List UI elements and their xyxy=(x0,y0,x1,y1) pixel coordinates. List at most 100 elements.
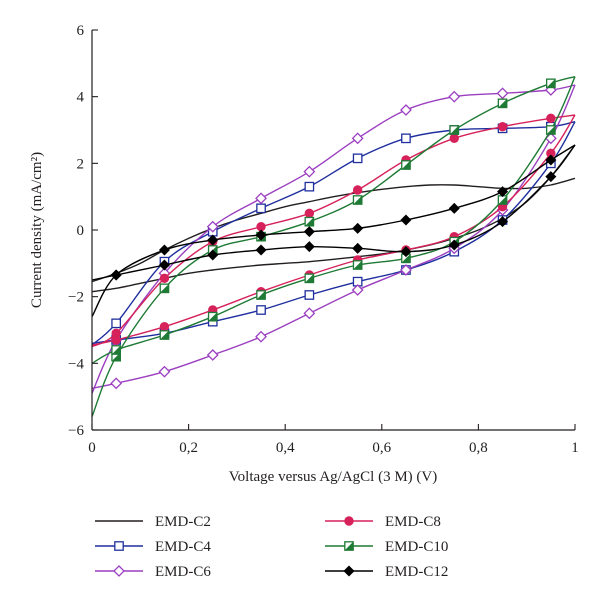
y-tick-label: −2 xyxy=(68,290,84,306)
legend-item: EMD-C8 xyxy=(325,514,441,530)
legend-marker xyxy=(344,541,354,551)
series-emd-c12 xyxy=(91,144,576,318)
data-point xyxy=(110,269,122,281)
data-point xyxy=(545,154,557,166)
data-point xyxy=(448,239,460,251)
data-point xyxy=(351,132,364,145)
series-line-emd-c12-forward xyxy=(91,144,576,318)
data-point xyxy=(352,153,363,164)
data-point xyxy=(111,345,121,355)
series-line-emd-c2-reverse xyxy=(91,144,576,293)
data-point xyxy=(159,283,170,294)
legend-label: EMD-C6 xyxy=(155,564,211,580)
series-line-emd-c2-forward xyxy=(91,177,576,283)
x-tick-label: 0,2 xyxy=(179,440,198,456)
legend-item: EMD-C10 xyxy=(325,539,448,555)
x-axis-label: Voltage versus Ag/AgCl (3 M) (V) xyxy=(229,469,437,485)
data-point xyxy=(159,273,170,284)
data-point xyxy=(401,160,411,170)
data-point xyxy=(255,330,267,343)
data-point xyxy=(256,203,266,214)
x-tick-label: 0 xyxy=(88,440,96,456)
data-point xyxy=(303,241,315,253)
x-tick-label: 1 xyxy=(571,440,579,456)
legend: EMD-C2 EMD-C4 EMD-C6 EMD-C8 EMD-C10 EMD-C12 xyxy=(95,514,448,580)
data-point xyxy=(352,195,363,205)
data-point xyxy=(400,104,412,116)
data-point xyxy=(352,260,363,270)
data-point xyxy=(448,90,461,103)
series-emd-c2 xyxy=(91,144,576,293)
data-point xyxy=(449,125,460,135)
data-point xyxy=(304,216,315,227)
legend-item: EMD-C4 xyxy=(95,539,211,555)
data-point xyxy=(400,246,412,258)
data-point xyxy=(158,365,171,378)
data-point xyxy=(546,125,556,135)
legend-item: EMD-C2 xyxy=(95,514,211,530)
legend-label: EMD-C2 xyxy=(155,514,211,530)
data-point xyxy=(401,133,411,144)
data-point xyxy=(158,244,170,256)
data-point xyxy=(256,290,266,300)
data-point xyxy=(303,165,316,178)
data-point xyxy=(545,171,557,183)
y-tick-label: −6 xyxy=(68,423,84,439)
data-point xyxy=(159,321,170,332)
data-point xyxy=(255,192,267,205)
data-point xyxy=(159,330,170,340)
data-point xyxy=(400,214,412,226)
y-tick-label: −4 xyxy=(68,356,84,372)
data-point xyxy=(111,318,121,329)
y-tick-label: 0 xyxy=(77,223,85,239)
data-point xyxy=(352,185,363,195)
data-point xyxy=(546,78,556,89)
series-emd-c6 xyxy=(91,84,576,394)
legend-label: EMD-C8 xyxy=(385,514,441,530)
data-point xyxy=(304,290,315,300)
legend-item: EMD-C6 xyxy=(95,564,211,580)
legend-label: EMD-C10 xyxy=(385,539,448,555)
data-point xyxy=(497,121,508,132)
legend-marker xyxy=(344,516,354,526)
x-tick-label: 0,8 xyxy=(469,440,488,456)
data-point xyxy=(207,249,219,261)
data-point xyxy=(546,113,556,124)
data-point xyxy=(207,311,218,322)
data-point xyxy=(497,98,508,109)
data-point xyxy=(111,335,121,345)
data-point xyxy=(256,305,266,315)
data-point xyxy=(497,216,509,228)
data-point xyxy=(303,307,316,320)
data-point xyxy=(206,220,219,233)
data-point xyxy=(303,226,315,238)
data-point xyxy=(304,273,315,284)
legend-marker xyxy=(113,565,125,577)
data-point xyxy=(207,234,219,246)
data-point xyxy=(400,264,412,276)
data-point xyxy=(449,133,459,144)
y-axis-label: Current density (mA/cm²) xyxy=(29,152,45,308)
data-point xyxy=(158,259,170,271)
legend-item: EMD-C12 xyxy=(325,564,448,580)
data-point xyxy=(352,222,364,234)
data-point xyxy=(448,202,460,214)
data-point xyxy=(496,87,509,100)
legend-marker xyxy=(343,565,355,577)
data-point xyxy=(206,349,219,361)
x-tick-label: 0,4 xyxy=(276,440,295,456)
data-point xyxy=(304,208,315,219)
data-point xyxy=(255,244,267,256)
legend-label: EMD-C12 xyxy=(385,564,448,580)
y-tick-label: 4 xyxy=(77,90,85,106)
data-point xyxy=(304,181,315,192)
data-point xyxy=(497,186,509,198)
plot-area xyxy=(91,75,576,417)
legend-marker xyxy=(114,541,124,551)
data-point xyxy=(352,242,364,254)
data-point xyxy=(351,284,364,296)
y-tick-label: 6 xyxy=(77,23,85,39)
ticks: 0 0,2 0,4 0,6 0,8 1 −6 −4 −2 0 2 4 6 xyxy=(68,23,579,456)
